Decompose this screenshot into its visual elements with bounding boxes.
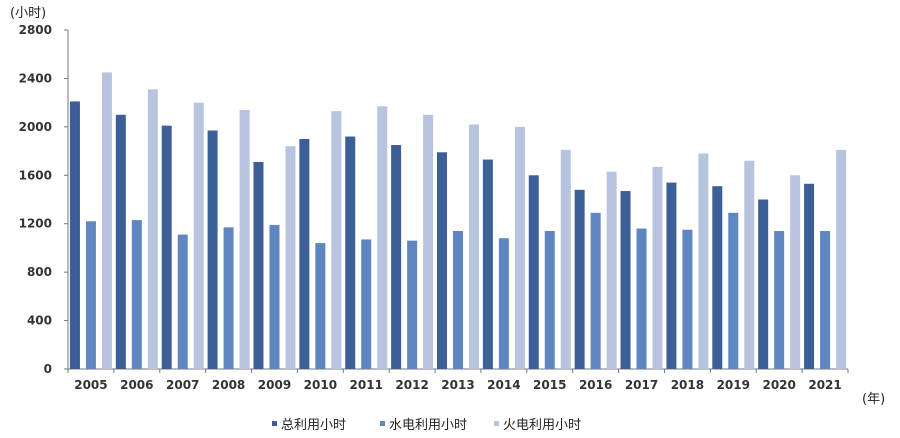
- legend-swatch-series-1: [272, 421, 277, 426]
- x-tick-label: 2016: [579, 378, 612, 392]
- x-tick-label: 2020: [762, 378, 795, 392]
- bar-series-2: [131, 220, 142, 369]
- bar-series-1: [437, 152, 447, 369]
- bar-series-1: [345, 136, 356, 369]
- x-tick-label: 2007: [166, 378, 199, 392]
- y-axis-unit-label: (小时): [10, 6, 47, 21]
- legend-swatch-series-2: [380, 421, 385, 426]
- bar-series-1: [620, 191, 631, 369]
- bar-series-1: [482, 159, 493, 369]
- x-tick-label: 2012: [395, 378, 428, 392]
- x-tick-label: 2005: [74, 378, 107, 392]
- x-tick-label: 2017: [625, 378, 658, 392]
- bar-series-2: [498, 238, 509, 369]
- bar-series-2: [774, 230, 785, 369]
- x-tick-label: 2015: [533, 378, 566, 392]
- bar-series-1: [161, 125, 172, 370]
- bar-series-1: [528, 175, 539, 369]
- legend-label-series-2: 水电利用小时: [389, 418, 468, 433]
- bar-series-3: [101, 72, 112, 369]
- x-tick-label: 2009: [258, 378, 291, 392]
- bar-series-1: [758, 199, 769, 369]
- y-tick-label: 0: [44, 362, 52, 376]
- bar-series-2: [590, 212, 601, 369]
- bar-series-2: [636, 228, 647, 369]
- x-tick-label: 2019: [717, 378, 750, 392]
- bar-series-3: [193, 102, 204, 370]
- bar-series-3: [147, 89, 158, 369]
- bar-series-1: [207, 130, 218, 369]
- bar-series-3: [377, 106, 388, 370]
- y-tick-label: 2400: [19, 71, 52, 85]
- legend-item-series-1: 总利用小时: [272, 414, 346, 433]
- bar-series-2: [177, 234, 188, 369]
- bar-series-3: [331, 111, 342, 369]
- bar-series-2: [223, 227, 234, 369]
- bar-series-2: [361, 239, 372, 369]
- x-tick-label: 2014: [487, 378, 520, 392]
- bar-series-2: [820, 230, 831, 369]
- x-tick-label: 2008: [212, 378, 245, 392]
- x-tick-label: 2010: [304, 378, 337, 392]
- bar-series-1: [574, 189, 585, 369]
- bar-series-1: [712, 186, 723, 369]
- x-axis-unit-label: (年): [862, 392, 886, 407]
- bar-series-1: [69, 101, 80, 370]
- bar-series-3: [514, 126, 525, 369]
- bar-series-3: [606, 171, 617, 369]
- legend-label-series-1: 总利用小时: [281, 418, 347, 433]
- bar-chart: 0 400 800 1200 1600 2000 2400 2800 2005 2006 2007 2…: [19, 23, 849, 392]
- bar-series-2: [544, 230, 555, 369]
- legend-swatch-series-3: [494, 421, 499, 426]
- bar-series-3: [836, 149, 847, 369]
- bar-series-1: [804, 183, 815, 369]
- bar-series-1: [299, 138, 310, 369]
- bar-series-1: [115, 114, 126, 369]
- bar-series-3: [698, 153, 709, 369]
- bar-series-2: [315, 243, 326, 369]
- legend-label-series-3: 火电利用小时: [503, 418, 582, 433]
- bar-series-3: [744, 160, 755, 369]
- bar-series-3: [652, 166, 663, 369]
- bar-series-1: [253, 161, 264, 369]
- x-tick-label: 2013: [441, 378, 474, 392]
- x-tick-label: 2018: [671, 378, 704, 392]
- y-tick-label: 400: [27, 314, 52, 328]
- bar-series-3: [285, 146, 296, 369]
- bar-series-1: [666, 182, 677, 369]
- y-tick-label: 800: [27, 265, 52, 279]
- y-tick-label: 1200: [19, 217, 52, 231]
- bar-series-3: [790, 175, 801, 369]
- legend-item-series-3: 火电利用小时: [494, 414, 581, 433]
- bar-series-2: [85, 221, 96, 369]
- x-tick-label: 2006: [120, 378, 153, 392]
- bar-series-2: [269, 224, 280, 369]
- bar-series-2: [453, 230, 463, 369]
- y-tick-label: 2800: [19, 23, 52, 37]
- x-tick-label: 2021: [808, 378, 841, 392]
- y-tick-label: 2000: [19, 120, 52, 134]
- bar-series-2: [407, 240, 418, 369]
- legend: 总利用小时 水电利用小时 火电利用小时: [0, 414, 900, 434]
- bar-series-2: [682, 229, 693, 369]
- x-tick-label: 2011: [350, 378, 383, 392]
- bar-series-3: [423, 114, 434, 369]
- bar-series-1: [391, 145, 402, 369]
- bar-series-3: [469, 124, 479, 369]
- bar-series-3: [239, 109, 250, 370]
- bar-series-3: [560, 149, 571, 369]
- y-tick-label: 1600: [19, 168, 52, 182]
- legend-item-series-2: 水电利用小时: [380, 414, 467, 433]
- bar-series-2: [728, 212, 739, 369]
